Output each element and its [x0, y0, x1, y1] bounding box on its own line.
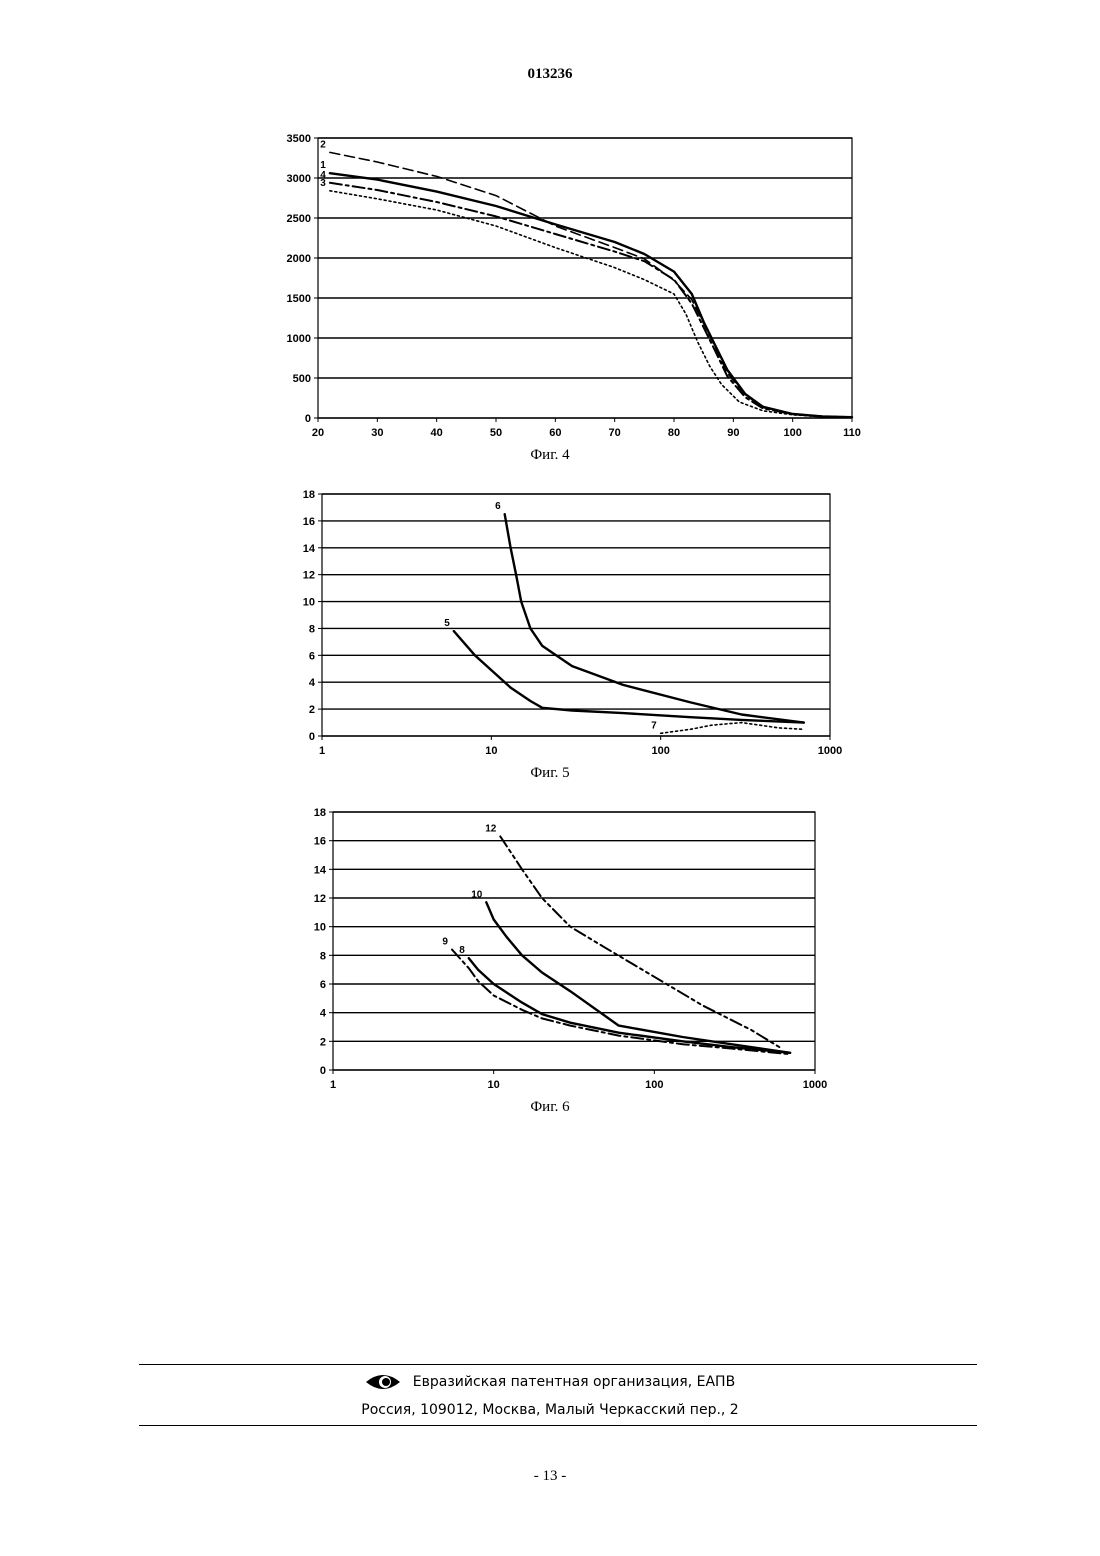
- footer-top-rule: [139, 1364, 977, 1365]
- figure-caption-fig4: Фиг. 4: [0, 447, 1100, 464]
- y-tick-label: 16: [314, 836, 326, 848]
- series-line-8: [469, 958, 790, 1053]
- y-tick-label: 12: [303, 570, 315, 582]
- y-tick-label: 4: [309, 677, 316, 689]
- series-line-3: [330, 191, 852, 418]
- eye-logo-icon: [365, 1372, 401, 1392]
- x-tick-label: 1: [330, 1079, 336, 1091]
- y-tick-label: 0: [320, 1065, 326, 1077]
- series-label-4: 4: [320, 170, 326, 181]
- y-tick-label: 0: [305, 413, 311, 425]
- x-tick-label: 100: [783, 427, 801, 439]
- series-line-9: [452, 950, 790, 1055]
- series-label-2: 2: [320, 139, 326, 150]
- y-tick-label: 2: [309, 704, 315, 716]
- x-tick-label: 50: [490, 427, 502, 439]
- y-tick-label: 18: [314, 807, 326, 819]
- figure-caption-fig5: Фиг. 5: [0, 765, 1100, 782]
- y-tick-label: 6: [309, 650, 315, 662]
- series-line-7: [661, 723, 804, 734]
- chart-fig5: 0 2 4 6 8 10 12 14 16 18 1 10 100 1000 6 5 7: [0, 480, 1100, 780]
- y-tick-label: 2500: [287, 213, 311, 225]
- series-label-8: 8: [459, 945, 465, 956]
- x-tick-label: 20: [312, 427, 324, 439]
- y-tick-label: 8: [309, 623, 315, 635]
- footer-org-name: Евразийская патентная организация, ЕАПВ: [413, 1374, 735, 1390]
- footer-organization: Евразийская патентная организация, ЕАПВ: [0, 1372, 1100, 1396]
- y-tick-label: 4: [320, 1008, 327, 1020]
- x-tick-label: 100: [651, 745, 669, 757]
- series-label-7: 7: [651, 720, 657, 731]
- x-tick-label: 60: [549, 427, 561, 439]
- chart-fig4: 0 500 1000 1500 2000 2500 3000 3500 20 30 40 50 60 70…: [0, 0, 1100, 460]
- plot-area: [322, 494, 830, 736]
- series-label-6: 6: [495, 501, 501, 512]
- x-tick-label: 80: [668, 427, 680, 439]
- y-tick-label: 1000: [287, 333, 311, 345]
- y-tick-label: 10: [314, 922, 326, 934]
- series-label-10: 10: [471, 889, 483, 900]
- x-tick-label: 30: [371, 427, 383, 439]
- y-tick-label: 8: [320, 950, 326, 962]
- series-line-6: [505, 514, 804, 722]
- page-number: - 13 -: [0, 1468, 1100, 1485]
- x-tick-label: 10: [485, 745, 497, 757]
- series-line-10: [486, 902, 790, 1053]
- footer-address: Россия, 109012, Москва, Малый Черкасский…: [0, 1402, 1100, 1418]
- y-tick-label: 3500: [287, 133, 311, 145]
- x-tick-label: 1000: [803, 1079, 827, 1091]
- y-tick-label: 0: [309, 731, 315, 743]
- x-tick-label: 40: [431, 427, 443, 439]
- y-tick-label: 2: [320, 1036, 326, 1048]
- y-tick-label: 2000: [287, 253, 311, 265]
- x-tick-label: 100: [645, 1079, 663, 1091]
- chart-fig6: 0246810121416181101001000121089: [0, 800, 1100, 1120]
- series-line-1: [330, 173, 852, 417]
- y-tick-label: 10: [303, 597, 315, 609]
- series-line-12: [500, 836, 779, 1047]
- x-tick-label: 110: [843, 427, 861, 439]
- y-tick-label: 18: [303, 489, 315, 501]
- plot-area: [318, 138, 852, 418]
- y-tick-label: 14: [314, 864, 327, 876]
- series-label-12: 12: [485, 823, 497, 834]
- plot-area: [333, 812, 815, 1070]
- x-tick-label: 1: [319, 745, 325, 757]
- y-tick-label: 3000: [287, 173, 311, 185]
- x-tick-label: 10: [488, 1079, 500, 1091]
- x-tick-label: 70: [609, 427, 621, 439]
- y-tick-label: 12: [314, 893, 326, 905]
- series-label-9: 9: [442, 937, 448, 948]
- y-tick-label: 14: [303, 543, 316, 555]
- y-tick-label: 500: [293, 373, 311, 385]
- figure-caption-fig6: Фиг. 6: [0, 1099, 1100, 1116]
- x-tick-label: 90: [727, 427, 739, 439]
- y-tick-label: 1500: [287, 293, 311, 305]
- y-tick-label: 6: [320, 979, 326, 991]
- footer-bottom-rule: [139, 1425, 977, 1426]
- x-tick-label: 1000: [818, 745, 842, 757]
- series-label-5: 5: [444, 618, 450, 629]
- y-tick-label: 16: [303, 516, 315, 528]
